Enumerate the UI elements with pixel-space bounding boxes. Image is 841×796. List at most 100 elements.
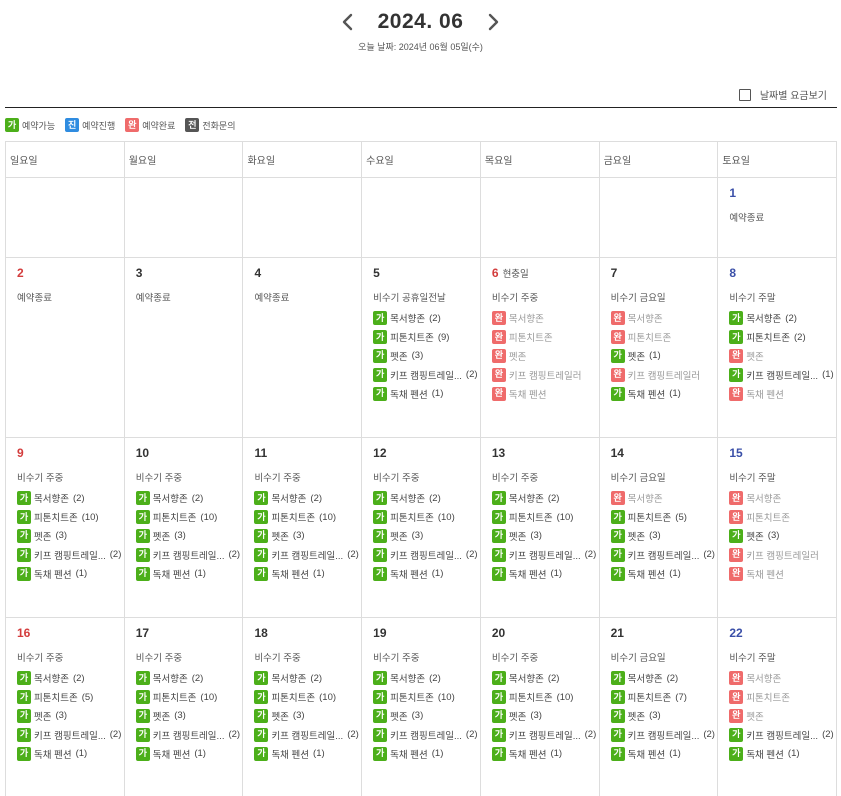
room-item[interactable]: 가 목서향존 (2) (17, 669, 124, 688)
room-item[interactable]: 가 펫존 (3) (373, 347, 480, 366)
room-item[interactable]: 가 펫존 (3) (729, 527, 836, 546)
room-item[interactable]: 가 독채 펜션 (1) (17, 744, 124, 763)
room-item[interactable]: 완 피톤치트존 (729, 508, 836, 527)
room-item[interactable]: 완 피톤치트존 (729, 688, 836, 707)
room-item[interactable]: 가 펫존 (3) (17, 707, 124, 726)
day-cell[interactable]: 22 비수기 주말 완 목서향존 완 피톤치트존 완 펫존 가 키프 캠핑트레일... (2) 가 독채… (718, 618, 838, 796)
day-cell[interactable]: 10 비수기 주중 가 목서향존 (2) 가 피톤치트존 (10) 가 펫존 (3) 가 키프 캠핑트레… (124, 438, 244, 618)
room-item[interactable]: 가 피톤치트존 (10) (135, 508, 243, 527)
room-item[interactable]: 가 피톤치트존 (10) (373, 508, 480, 527)
room-item[interactable]: 가 펫존 (3) (610, 707, 718, 726)
room-item[interactable]: 가 키프 캠핑트레일... (2) (610, 545, 718, 564)
room-item[interactable]: 가 키프 캠핑트레일... (2) (373, 725, 480, 744)
room-item[interactable]: 가 키프 캠핑트레일... (2) (373, 365, 480, 384)
room-item[interactable]: 가 펫존 (3) (254, 527, 361, 546)
room-item[interactable]: 완 피톤치트존 (491, 328, 599, 347)
room-item[interactable]: 가 피톤치트존 (5) (17, 688, 124, 707)
room-item[interactable]: 가 독채 펜션 (1) (135, 744, 243, 763)
room-item[interactable]: 가 독채 펜션 (1) (491, 744, 599, 763)
day-cell[interactable]: 7 비수기 금요일 완 목서향존 완 피톤치트존 가 펫존 (1) 완 키프 캠핑트레일러 가 독채 펜… (599, 258, 719, 438)
day-cell[interactable]: 20 비수기 주중 가 목서향존 (2) 가 피톤치트존 (10) 가 펫존 (3) 가 키프 캠핑트레… (481, 618, 600, 796)
room-item[interactable]: 완 키프 캠핑트레일러 (491, 365, 599, 384)
room-item[interactable]: 완 펫존 (729, 707, 836, 726)
day-cell[interactable]: 12 비수기 주중 가 목서향존 (2) 가 피톤치트존 (10) 가 펫존 (3) 가 키프 캠핑트레… (362, 438, 481, 618)
room-item[interactable]: 가 목서향존 (2) (254, 669, 361, 688)
day-cell[interactable]: 11 비수기 주중 가 목서향존 (2) 가 피톤치트존 (10) 가 펫존 (3) 가 키프 캠핑트레… (243, 438, 363, 618)
room-item[interactable]: 가 펫존 (3) (491, 527, 599, 546)
room-item[interactable]: 가 키프 캠핑트레일... (2) (17, 545, 124, 564)
room-item[interactable]: 가 목서향존 (2) (610, 669, 718, 688)
room-item[interactable]: 가 독채 펜션 (1) (373, 564, 480, 583)
day-cell[interactable]: 14 비수기 금요일 완 목서향존 가 피톤치트존 (5) 가 펫존 (3) 가 키프 캠핑트레일..… (599, 438, 719, 618)
room-item[interactable]: 가 목서향존 (2) (373, 669, 480, 688)
room-item[interactable]: 가 키프 캠핑트레일... (2) (135, 725, 243, 744)
room-item[interactable]: 가 목서향존 (2) (254, 489, 361, 508)
day-cell[interactable]: 17 비수기 주중 가 목서향존 (2) 가 피톤치트존 (10) 가 펫존 (3) 가 키프 캠핑트레… (125, 618, 244, 796)
room-item[interactable]: 완 독채 펜션 (491, 384, 599, 403)
room-item[interactable]: 가 키프 캠핑트레일... (2) (373, 545, 480, 564)
day-cell[interactable]: 13 비수기 주중 가 목서향존 (2) 가 피톤치트존 (10) 가 펫존 (3) 가 키프 캠핑트레… (480, 438, 600, 618)
room-item[interactable]: 가 펫존 (3) (17, 527, 124, 546)
room-item[interactable]: 가 피톤치트존 (10) (135, 688, 243, 707)
room-item[interactable]: 가 키프 캠핑트레일... (2) (610, 725, 718, 744)
room-item[interactable]: 가 피톤치트존 (10) (254, 508, 361, 527)
room-item[interactable]: 가 독채 펜션 (1) (373, 384, 480, 403)
room-item[interactable]: 완 목서향존 (610, 309, 718, 328)
room-item[interactable]: 가 독채 펜션 (1) (135, 564, 243, 583)
room-item[interactable]: 가 피톤치트존 (10) (491, 508, 599, 527)
room-item[interactable]: 가 목서향존 (2) (373, 489, 480, 508)
room-item[interactable]: 가 펫존 (3) (135, 707, 243, 726)
room-item[interactable]: 가 독채 펜션 (1) (373, 744, 480, 763)
room-item[interactable]: 가 독채 펜션 (1) (610, 564, 718, 583)
room-item[interactable]: 가 목서향존 (2) (135, 669, 243, 688)
room-item[interactable]: 완 키프 캠핑트레일러 (610, 365, 718, 384)
day-cell[interactable]: 1 예약종료 (718, 178, 838, 258)
room-item[interactable]: 가 펫존 (3) (135, 527, 243, 546)
room-item[interactable]: 가 키프 캠핑트레일... (2) (491, 725, 599, 744)
room-item[interactable]: 가 키프 캠핑트레일... (2) (254, 545, 361, 564)
room-item[interactable]: 가 독채 펜션 (1) (729, 744, 836, 763)
day-cell[interactable]: 21 비수기 금요일 가 목서향존 (2) 가 피톤치트존 (7) 가 펫존 (3) 가 키프 캠핑트레… (600, 618, 719, 796)
room-item[interactable]: 가 독채 펜션 (1) (254, 564, 361, 583)
room-item[interactable]: 가 피톤치트존 (10) (17, 508, 124, 527)
next-month-button[interactable] (481, 10, 505, 34)
room-item[interactable]: 완 목서향존 (610, 489, 718, 508)
room-item[interactable]: 가 펫존 (3) (491, 707, 599, 726)
room-item[interactable]: 가 피톤치트존 (10) (373, 688, 480, 707)
day-cell[interactable]: 6 현충일 비수기 주중 완 목서향존 완 피톤치트존 완 펫존 완 키프 캠핑트레일러 완 독채 펜션 (480, 258, 600, 438)
room-item[interactable]: 완 피톤치트존 (610, 328, 718, 347)
room-item[interactable]: 가 키프 캠핑트레일... (2) (135, 545, 243, 564)
day-cell[interactable]: 19 비수기 주중 가 목서향존 (2) 가 피톤치트존 (10) 가 펫존 (3) 가 키프 캠핑트레… (362, 618, 481, 796)
room-item[interactable]: 가 피톤치트존 (5) (610, 508, 718, 527)
room-item[interactable]: 가 목서향존 (2) (373, 309, 480, 328)
price-by-date-checkbox[interactable] (738, 88, 751, 101)
room-item[interactable]: 가 목서향존 (2) (491, 489, 599, 508)
room-item[interactable]: 가 목서향존 (2) (135, 489, 243, 508)
room-item[interactable]: 완 독채 펜션 (729, 384, 836, 403)
day-cell[interactable]: 15 비수기 주말 완 목서향존 완 피톤치트존 가 펫존 (3) 완 키프 캠핑트레일러 완 독채 펜… (718, 438, 838, 618)
day-cell[interactable]: 16 비수기 주중 가 목서향존 (2) 가 피톤치트존 (5) 가 펫존 (3) 가 키프 캠핑트레일… (6, 618, 125, 796)
day-cell[interactable]: 8 비수기 주말 가 목서향존 (2) 가 피톤치트존 (2) 완 펫존 가 키프 캠핑트레일...(… (718, 258, 838, 438)
room-item[interactable]: 가 펫존 (3) (373, 527, 480, 546)
room-item[interactable]: 가 키프 캠핑트레일... (1) (729, 365, 836, 384)
day-cell[interactable]: 3 예약종료 (124, 258, 244, 438)
room-item[interactable]: 가 독채 펜션 (1) (17, 564, 124, 583)
room-item[interactable]: 가 펫존 (3) (373, 707, 480, 726)
room-item[interactable]: 가 목서향존 (2) (491, 669, 599, 688)
prev-month-button[interactable] (336, 10, 360, 34)
room-item[interactable]: 완 목서향존 (491, 309, 599, 328)
room-item[interactable]: 가 독채 펜션 (1) (610, 384, 718, 403)
room-item[interactable]: 완 목서향존 (729, 669, 836, 688)
room-item[interactable]: 가 펫존 (3) (254, 707, 361, 726)
room-item[interactable]: 가 키프 캠핑트레일... (2) (17, 725, 124, 744)
room-item[interactable]: 완 키프 캠핑트레일러 (729, 545, 836, 564)
room-item[interactable]: 가 키프 캠핑트레일... (2) (491, 545, 599, 564)
day-cell[interactable]: 2 예약종료 (6, 258, 125, 438)
day-cell[interactable]: 4 예약종료 (243, 258, 363, 438)
room-item[interactable]: 가 피톤치트존 (10) (254, 688, 361, 707)
room-item[interactable]: 가 피톤치트존 (10) (491, 688, 599, 707)
day-cell[interactable]: 18 비수기 주중 가 목서향존 (2) 가 피톤치트존 (10) 가 펫존 (3) 가 키프 캠핑트레… (243, 618, 363, 796)
room-item[interactable]: 가 키프 캠핑트레일... (2) (254, 725, 361, 744)
price-by-date-toggle[interactable]: 날짜별 요금보기 (738, 87, 827, 102)
room-item[interactable]: 완 목서향존 (729, 489, 836, 508)
